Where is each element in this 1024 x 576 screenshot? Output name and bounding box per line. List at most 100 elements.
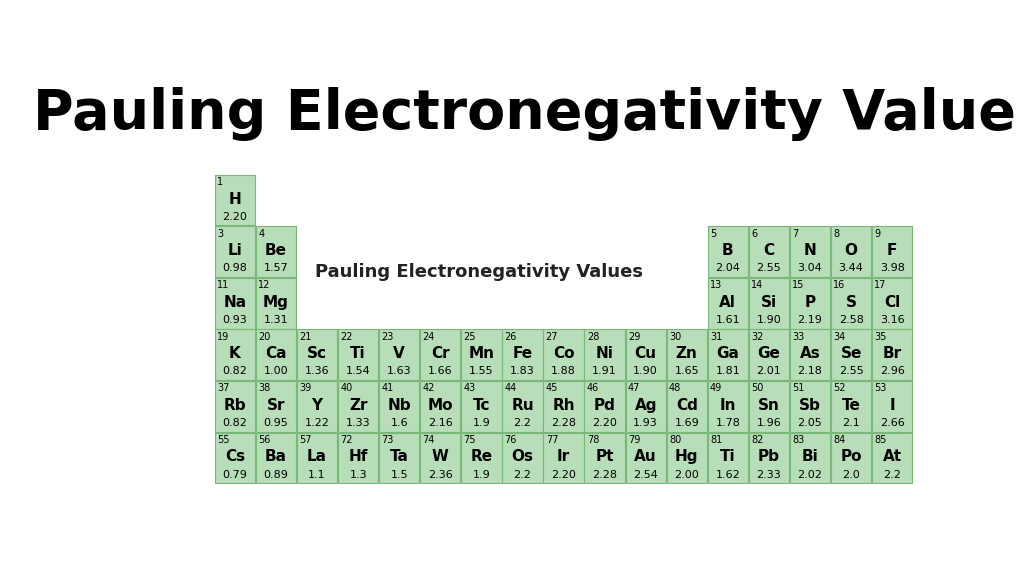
Text: 2.2: 2.2 xyxy=(884,469,901,480)
Text: Po: Po xyxy=(841,449,862,464)
Text: Re: Re xyxy=(470,449,493,464)
Text: 1.96: 1.96 xyxy=(757,418,781,428)
Text: 1.63: 1.63 xyxy=(387,366,412,376)
Text: K: K xyxy=(229,346,241,361)
Text: Al: Al xyxy=(720,295,736,310)
Text: 28: 28 xyxy=(587,332,599,342)
Text: Cu: Cu xyxy=(635,346,656,361)
Bar xyxy=(256,278,296,329)
Text: Rh: Rh xyxy=(552,398,574,413)
Text: 2.36: 2.36 xyxy=(428,469,453,480)
Text: 2.02: 2.02 xyxy=(798,469,822,480)
Text: 1.9: 1.9 xyxy=(472,469,490,480)
Text: 2.2: 2.2 xyxy=(514,469,531,480)
Text: 1.78: 1.78 xyxy=(716,418,740,428)
Bar xyxy=(790,433,830,483)
Text: 19: 19 xyxy=(217,332,229,342)
Bar xyxy=(338,329,378,380)
Text: S: S xyxy=(846,295,856,310)
Text: 2.2: 2.2 xyxy=(514,418,531,428)
Text: 75: 75 xyxy=(464,435,476,445)
Text: 0.95: 0.95 xyxy=(263,418,289,428)
Text: 45: 45 xyxy=(546,383,558,393)
Bar xyxy=(708,226,748,277)
Text: 2.55: 2.55 xyxy=(757,263,781,273)
Text: Pauling Electronegativity Values: Pauling Electronegativity Values xyxy=(315,263,643,281)
Text: 8: 8 xyxy=(834,229,840,238)
Text: Os: Os xyxy=(511,449,534,464)
Bar xyxy=(215,226,255,277)
Bar xyxy=(790,381,830,432)
Bar xyxy=(297,433,337,483)
Bar xyxy=(544,433,584,483)
Text: Br: Br xyxy=(883,346,902,361)
Text: Fe: Fe xyxy=(512,346,532,361)
Bar xyxy=(872,278,912,329)
Bar xyxy=(667,381,707,432)
Bar xyxy=(830,226,871,277)
Bar xyxy=(215,278,255,329)
Bar xyxy=(749,433,790,483)
Text: 1.9: 1.9 xyxy=(472,418,490,428)
Text: Ag: Ag xyxy=(635,398,657,413)
Text: 35: 35 xyxy=(874,332,887,342)
Text: 1.5: 1.5 xyxy=(390,469,408,480)
Text: 2.58: 2.58 xyxy=(839,314,863,325)
Text: Pd: Pd xyxy=(594,398,615,413)
Bar xyxy=(420,381,461,432)
Bar xyxy=(872,226,912,277)
Bar xyxy=(215,329,255,380)
Text: Ti: Ti xyxy=(720,449,735,464)
Text: 37: 37 xyxy=(217,383,229,393)
Bar xyxy=(790,329,830,380)
Bar xyxy=(215,433,255,483)
Bar xyxy=(256,433,296,483)
Text: Ba: Ba xyxy=(265,449,287,464)
Text: 49: 49 xyxy=(710,383,722,393)
Bar xyxy=(420,329,461,380)
Bar xyxy=(297,381,337,432)
Text: Pt: Pt xyxy=(595,449,613,464)
Bar xyxy=(338,381,378,432)
Bar xyxy=(830,433,871,483)
Text: I: I xyxy=(889,398,895,413)
Text: Ru: Ru xyxy=(511,398,534,413)
Text: 1.90: 1.90 xyxy=(633,366,658,376)
Bar xyxy=(379,381,420,432)
Text: 0.98: 0.98 xyxy=(222,263,248,273)
Bar xyxy=(256,381,296,432)
Text: 1.62: 1.62 xyxy=(716,469,740,480)
Text: V: V xyxy=(393,346,406,361)
Bar xyxy=(544,329,584,380)
Text: 40: 40 xyxy=(340,383,352,393)
Text: Mo: Mo xyxy=(428,398,453,413)
Text: Ga: Ga xyxy=(717,346,739,361)
Text: 2.04: 2.04 xyxy=(716,263,740,273)
Text: 2.1: 2.1 xyxy=(842,418,860,428)
Text: Zr: Zr xyxy=(349,398,368,413)
Bar xyxy=(872,381,912,432)
Text: 3.16: 3.16 xyxy=(880,314,904,325)
Text: Ca: Ca xyxy=(265,346,287,361)
Text: 3.04: 3.04 xyxy=(798,263,822,273)
Text: 25: 25 xyxy=(464,332,476,342)
Bar xyxy=(626,381,666,432)
Text: H: H xyxy=(228,191,242,207)
Text: 0.89: 0.89 xyxy=(263,469,289,480)
Text: 2.01: 2.01 xyxy=(757,366,781,376)
Text: C: C xyxy=(763,243,774,258)
Bar xyxy=(830,329,871,380)
Text: 2.66: 2.66 xyxy=(880,418,904,428)
Text: La: La xyxy=(307,449,327,464)
Text: 1: 1 xyxy=(217,177,223,187)
Bar xyxy=(626,329,666,380)
Text: 31: 31 xyxy=(710,332,722,342)
Text: 26: 26 xyxy=(505,332,517,342)
Text: Pb: Pb xyxy=(758,449,780,464)
Text: 2.19: 2.19 xyxy=(798,314,822,325)
Text: 2.16: 2.16 xyxy=(428,418,453,428)
Text: 2.05: 2.05 xyxy=(798,418,822,428)
Bar xyxy=(749,278,790,329)
Text: Sr: Sr xyxy=(267,398,286,413)
Text: Sc: Sc xyxy=(307,346,327,361)
